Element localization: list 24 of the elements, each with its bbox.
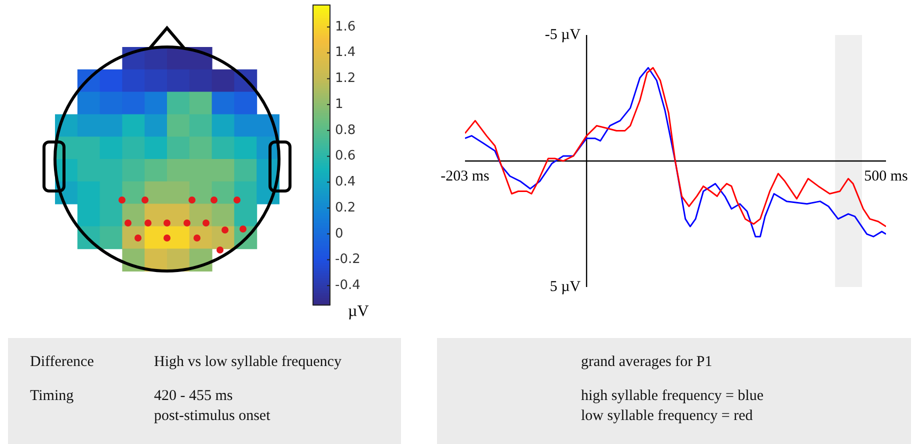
color-bar-label: -0.2 bbox=[335, 252, 360, 268]
color-bar-label: 1.6 bbox=[335, 19, 356, 34]
color-bar-label: 0.6 bbox=[335, 148, 356, 164]
text: post-stimulus onset bbox=[154, 408, 270, 425]
text: high syllable frequency = blue bbox=[581, 388, 764, 405]
color-bar-label: 0.8 bbox=[335, 122, 356, 138]
text: low syllable frequency = red bbox=[581, 408, 753, 425]
y-tick-label: 5 µV bbox=[550, 278, 581, 295]
text: Timing bbox=[30, 388, 74, 405]
color-bar-label: 1 bbox=[335, 96, 344, 112]
text: 420 - 455 ms bbox=[154, 388, 233, 405]
color-bar-title: µV bbox=[348, 303, 370, 320]
x-tick-label: -203 ms bbox=[440, 168, 490, 184]
color-bar-label: -0.4 bbox=[335, 278, 360, 293]
text: grand averages for P1 bbox=[581, 354, 712, 371]
color-bar-label: 1.2 bbox=[335, 71, 356, 86]
y-tick-label: -5 µV bbox=[544, 26, 581, 43]
color-bar-label: 0 bbox=[335, 226, 344, 242]
color-bar-label: 0.4 bbox=[335, 174, 356, 190]
text: Difference bbox=[30, 354, 94, 371]
text: High vs low syllable frequency bbox=[154, 354, 342, 371]
color-bar-label: 1.4 bbox=[335, 45, 356, 60]
color-bar-label: 0.2 bbox=[335, 200, 356, 216]
x-tick-label: 500 ms bbox=[864, 168, 908, 184]
